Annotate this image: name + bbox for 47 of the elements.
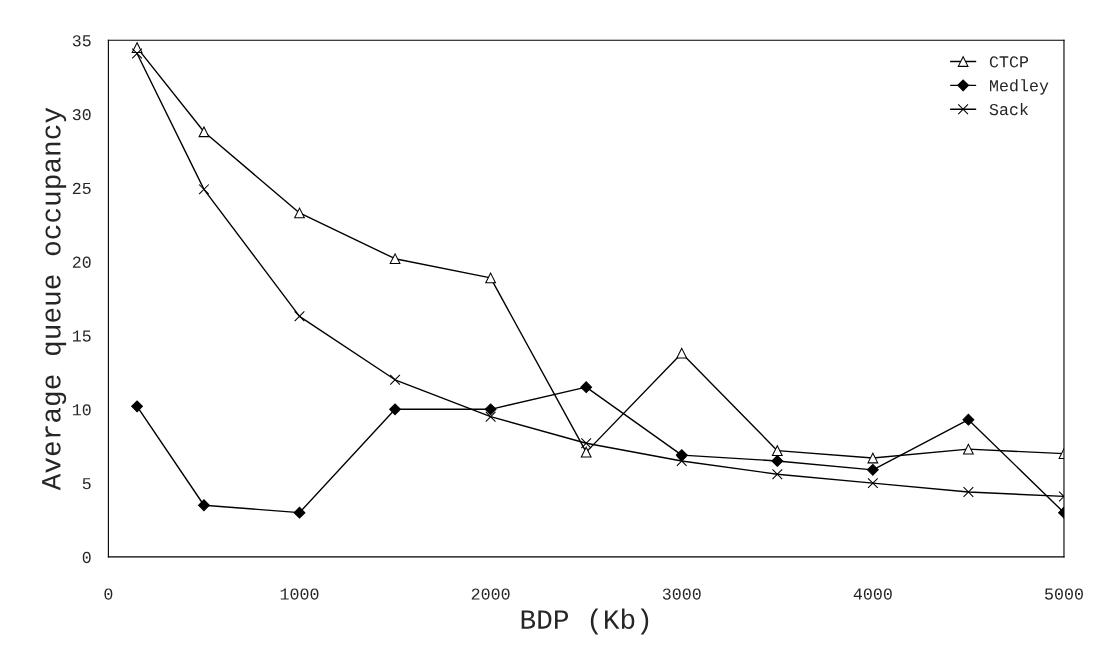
x-tick-label: 4000 [853, 588, 892, 600]
legend-label: CTCP [989, 56, 1029, 68]
y-tick-label: 35 [72, 35, 91, 47]
point [389, 253, 401, 265]
point [580, 437, 592, 449]
point [389, 403, 401, 416]
point [867, 452, 879, 464]
x-tick-label: 1000 [280, 588, 319, 600]
point [485, 272, 496, 284]
point [867, 477, 879, 489]
point [580, 381, 593, 394]
point [294, 310, 305, 322]
point [131, 48, 143, 59]
y-tick-label: 10 [72, 404, 91, 416]
point [771, 468, 783, 480]
point [676, 455, 688, 467]
y-tick-label: 5 [82, 478, 91, 490]
y-tick-label: 15 [72, 330, 91, 342]
point [389, 374, 401, 386]
point [294, 207, 305, 219]
x-tick-label: 5000 [1045, 588, 1083, 600]
point [484, 403, 497, 416]
x-tick-label: 3000 [662, 588, 701, 600]
point [198, 183, 210, 195]
legend-label: Sack [989, 103, 1029, 116]
y-axis-title: Average queue occupancy [42, 107, 67, 491]
point [963, 486, 974, 498]
point [962, 413, 975, 426]
point [485, 411, 496, 423]
point [198, 126, 210, 138]
y-tick-label: 20 [72, 256, 91, 268]
point [771, 445, 783, 457]
point [676, 347, 688, 359]
point [131, 400, 143, 413]
legend-label: Medley [990, 79, 1049, 95]
point [963, 443, 974, 455]
y-tick-label: 25 [72, 182, 91, 195]
point [580, 446, 592, 458]
x-tick-label: 2000 [471, 588, 510, 600]
point [293, 506, 306, 519]
x-tick-label: 0 [104, 588, 113, 600]
point [198, 499, 210, 512]
x-axis-title: BDP (Kb) [521, 608, 649, 635]
point [866, 463, 879, 476]
y-tick-label: 30 [72, 108, 91, 121]
y-tick-label: 0 [82, 551, 91, 564]
point [771, 455, 784, 467]
